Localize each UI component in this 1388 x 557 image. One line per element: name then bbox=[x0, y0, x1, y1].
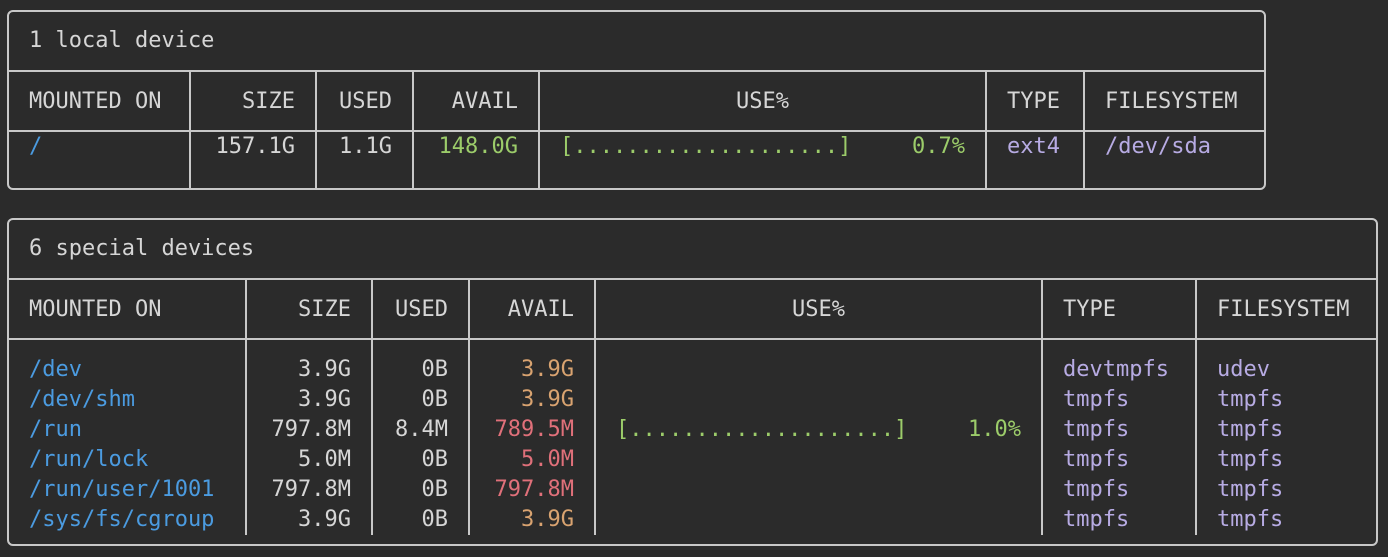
avail-cell: 148.0G bbox=[438, 134, 518, 159]
mount-point-link[interactable]: /run/lock bbox=[29, 447, 149, 472]
usage-bar bbox=[616, 445, 1021, 475]
avail-cell-column: 3.9G 3.9G 789.5M 5.0M 797.8M 3.9G bbox=[468, 339, 595, 535]
usage-bar: [....................] 1.0% bbox=[616, 415, 1021, 445]
mount-point-link[interactable]: /sys/fs/cgroup bbox=[29, 507, 215, 532]
size-cell-column: 157.1G bbox=[189, 131, 316, 188]
avail-cell: 3.9G bbox=[521, 357, 574, 382]
header-mounted-on: MOUNTED ON bbox=[9, 72, 190, 132]
avail-cell: 5.0M bbox=[521, 447, 574, 472]
usage-bar-graphic: [....................] bbox=[560, 134, 852, 159]
filesystem-cell-column: udev tmpfs tmpfs tmpfs tmpfs tmpfs bbox=[1195, 339, 1376, 535]
header-use-percent: USE% bbox=[538, 72, 986, 132]
type-cell: ext4 bbox=[1007, 134, 1060, 159]
local-devices-table: 1 local device MOUNTED ON SIZE USED AVAI… bbox=[7, 10, 1266, 190]
header-avail: AVAIL bbox=[412, 72, 539, 132]
size-cell: 3.9G bbox=[298, 387, 351, 412]
usage-bar-graphic: [....................] bbox=[616, 417, 908, 442]
special-devices-table: 6 special devices MOUNTED ON SIZE USED A… bbox=[7, 218, 1378, 546]
header-used: USED bbox=[315, 72, 413, 132]
used-cell: 0B bbox=[421, 447, 449, 472]
used-cell: 0B bbox=[421, 357, 449, 382]
size-cell: 797.8M bbox=[271, 477, 351, 502]
used-cell: 0B bbox=[421, 387, 449, 412]
avail-cell: 3.9G bbox=[521, 507, 574, 532]
table-title: 6 special devices bbox=[9, 220, 1376, 280]
mount-cell-column: / bbox=[9, 131, 190, 188]
mount-point-link[interactable]: /run/user/1001 bbox=[29, 477, 215, 502]
type-cell: tmpfs bbox=[1063, 387, 1130, 412]
header-size: SIZE bbox=[245, 280, 372, 340]
type-cell-column: ext4 bbox=[985, 131, 1084, 188]
avail-cell: 789.5M bbox=[494, 417, 574, 442]
mount-point-link[interactable]: / bbox=[29, 134, 43, 159]
use-percent-cell-column: [....................] 0.7% bbox=[538, 131, 986, 188]
table-row: / 157.1G 1.1G 148.0G [....................] 0… bbox=[9, 131, 1264, 188]
usage-bar: [....................] 0.7% bbox=[560, 132, 965, 162]
usage-bar bbox=[616, 505, 1021, 535]
size-cell: 3.9G bbox=[298, 357, 351, 382]
usage-percent: 1.0% bbox=[968, 417, 1021, 442]
use-percent-cell-column: [....................] 1.0% bbox=[594, 339, 1042, 535]
avail-cell: 797.8M bbox=[494, 477, 574, 502]
header-filesystem: FILESYSTEM bbox=[1083, 72, 1264, 132]
used-cell-column: 1.1G bbox=[315, 131, 413, 188]
used-cell: 0B bbox=[421, 507, 449, 532]
mount-cell-column: /dev/dev/shm/run/run/lock/run/user/1001 /… bbox=[9, 339, 246, 535]
usage-bar bbox=[616, 385, 1021, 415]
mount-point-link[interactable]: /run bbox=[29, 417, 82, 442]
mount-point-link[interactable]: /dev bbox=[29, 357, 82, 382]
type-cell: tmpfs bbox=[1063, 447, 1130, 472]
size-cell: 797.8M bbox=[271, 417, 351, 442]
filesystem-cell: tmpfs bbox=[1217, 477, 1284, 502]
used-cell: 1.1G bbox=[339, 134, 392, 159]
used-cell-column: 0B 0B 8.4M 0B 0B 0B bbox=[371, 339, 469, 535]
header-type: TYPE bbox=[985, 72, 1084, 132]
filesystem-cell: /dev/sda bbox=[1105, 134, 1211, 159]
filesystem-cell: tmpfs bbox=[1217, 387, 1284, 412]
filesystem-cell: tmpfs bbox=[1217, 447, 1284, 472]
used-cell: 0B bbox=[421, 477, 449, 502]
header-used: USED bbox=[371, 280, 469, 340]
type-cell: devtmpfs bbox=[1063, 357, 1169, 382]
size-cell: 3.9G bbox=[298, 507, 351, 532]
header-use-percent: USE% bbox=[594, 280, 1042, 340]
mount-point-link[interactable]: /dev/shm bbox=[29, 387, 135, 412]
avail-cell-column: 148.0G bbox=[412, 131, 539, 188]
header-filesystem: FILESYSTEM bbox=[1195, 280, 1376, 340]
header-avail: AVAIL bbox=[468, 280, 595, 340]
filesystem-cell: tmpfs bbox=[1217, 507, 1284, 532]
table-body: /dev/dev/shm/run/run/lock/run/user/1001 /… bbox=[9, 339, 1376, 535]
usage-bar bbox=[616, 475, 1021, 505]
avail-cell: 3.9G bbox=[521, 387, 574, 412]
usage-bar bbox=[616, 355, 1021, 385]
size-cell: 5.0M bbox=[298, 447, 351, 472]
type-cell: tmpfs bbox=[1063, 477, 1130, 502]
filesystem-cell: udev bbox=[1217, 357, 1270, 382]
table-title: 1 local device bbox=[9, 12, 1264, 72]
type-cell: tmpfs bbox=[1063, 507, 1130, 532]
header-type: TYPE bbox=[1041, 280, 1196, 340]
size-cell: 157.1G bbox=[215, 134, 295, 159]
header-mounted-on: MOUNTED ON bbox=[9, 280, 246, 340]
filesystem-cell: tmpfs bbox=[1217, 417, 1284, 442]
filesystem-cell-column: /dev/sda bbox=[1083, 131, 1264, 188]
type-cell: tmpfs bbox=[1063, 417, 1130, 442]
usage-percent: 0.7% bbox=[912, 134, 965, 159]
header-size: SIZE bbox=[189, 72, 316, 132]
size-cell-column: 3.9G 3.9G 797.8M 5.0M 797.8M 3.9G bbox=[245, 339, 372, 535]
type-cell-column: devtmpfs tmpfs tmpfs tmpfs tmpfs tmpfs bbox=[1041, 339, 1196, 535]
used-cell: 8.4M bbox=[395, 417, 448, 442]
